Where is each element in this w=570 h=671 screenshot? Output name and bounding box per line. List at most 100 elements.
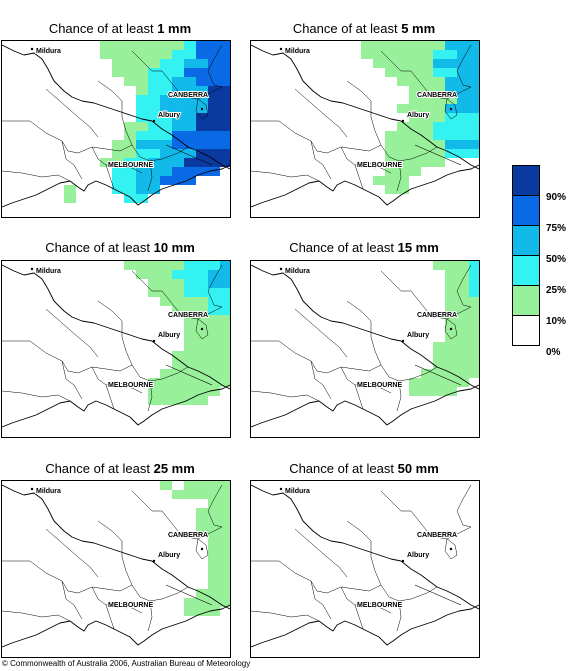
probability-cell — [433, 342, 445, 351]
probability-cell — [208, 580, 220, 589]
probability-cell — [220, 499, 230, 508]
probability-cell — [220, 517, 230, 526]
probability-cell — [136, 113, 148, 122]
probability-cell — [220, 297, 230, 306]
probability-cell — [385, 140, 397, 149]
probability-cell — [196, 288, 208, 297]
probability-cell — [409, 68, 421, 77]
probability-cell — [172, 270, 184, 279]
probability-cell — [469, 342, 479, 351]
probability-cell — [172, 77, 184, 86]
canberra-marker — [449, 107, 453, 111]
probability-cell — [124, 158, 136, 167]
probability-cell — [196, 113, 208, 122]
probability-cell — [208, 279, 220, 288]
probability-cell — [220, 122, 230, 131]
probability-cell — [421, 369, 433, 378]
probability-cell — [220, 140, 230, 149]
probability-cell — [184, 324, 196, 333]
probability-cell — [184, 333, 196, 342]
probability-cell — [136, 167, 148, 176]
probability-cell — [220, 315, 230, 324]
probability-cell — [421, 140, 433, 149]
probability-cell — [385, 131, 397, 140]
probability-cell — [148, 59, 160, 68]
probability-cell — [148, 95, 160, 104]
probability-cell — [208, 104, 220, 113]
probability-cell — [112, 41, 124, 50]
probability-cell — [208, 607, 220, 616]
panel-title-10mm: Chance of at least 10 mm — [45, 240, 195, 255]
probability-cell — [148, 396, 160, 405]
probability-cell — [421, 122, 433, 131]
probability-cell — [208, 297, 220, 306]
probability-cell — [220, 68, 230, 77]
probability-cell — [184, 176, 196, 185]
gippsland-boundary — [414, 584, 462, 606]
probability-cell — [469, 333, 479, 342]
probability-cell — [409, 158, 421, 167]
probability-cell — [409, 50, 421, 59]
probability-cell — [220, 324, 230, 333]
probability-cell — [148, 140, 160, 149]
district-boundary — [294, 88, 348, 138]
copyright-notice: © Commonwealth of Australia 2006, Austra… — [2, 659, 251, 668]
probability-cell — [397, 122, 409, 131]
probability-cell — [208, 140, 220, 149]
probability-cell — [196, 598, 208, 607]
probability-cell — [433, 149, 445, 158]
mildura-label: Mildura — [36, 48, 61, 55]
probability-cell — [220, 59, 230, 68]
district-boundary — [207, 264, 223, 308]
mildura-label: Mildura — [285, 48, 310, 55]
probability-cell — [397, 176, 409, 185]
melbourne-marker — [373, 165, 377, 169]
probability-cell — [184, 598, 196, 607]
albury-marker — [152, 339, 156, 343]
district-boundary — [354, 384, 364, 410]
panel-title-1mm: Chance of at least 1 mm — [48, 21, 192, 36]
district-boundary — [147, 380, 153, 412]
gippsland-boundary — [165, 584, 213, 606]
probability-cell — [445, 342, 457, 351]
probability-cell — [445, 378, 457, 387]
district-boundary — [105, 604, 115, 630]
probability-cell — [469, 288, 479, 297]
district-boundary — [251, 610, 320, 622]
legend-swatch-25-50 — [512, 255, 540, 286]
district-boundary — [346, 520, 372, 557]
probability-cell — [208, 499, 220, 508]
probability-cell — [148, 149, 160, 158]
probability-cell — [457, 297, 469, 306]
district-boundary — [2, 340, 133, 374]
probability-cell — [421, 113, 433, 122]
probability-cell — [184, 59, 196, 68]
district-boundary — [354, 604, 364, 630]
probability-cell — [172, 297, 184, 306]
probability-cell — [124, 140, 136, 149]
probability-cell — [397, 104, 409, 113]
probability-cell — [445, 86, 457, 95]
probability-cell — [172, 158, 184, 167]
probability-cell — [220, 261, 230, 270]
district-boundary — [121, 336, 189, 382]
probability-cell — [124, 68, 136, 77]
probability-cell — [385, 185, 397, 194]
probability-cell — [160, 140, 172, 149]
probability-cell — [409, 387, 421, 396]
legend-label-25: 25% — [546, 285, 567, 296]
melbourne-label: MELBOURNE — [108, 602, 153, 609]
probability-cell — [172, 131, 184, 140]
probability-cell — [469, 297, 479, 306]
probability-cell — [445, 297, 457, 306]
probability-cell — [409, 77, 421, 86]
probability-cell — [196, 270, 208, 279]
probability-cell — [184, 490, 196, 499]
probability-cell — [421, 149, 433, 158]
probability-cell — [409, 131, 421, 140]
probability-cell — [148, 41, 160, 50]
probability-cell — [172, 360, 184, 369]
probability-cell — [457, 77, 469, 86]
probability-cell — [148, 131, 160, 140]
probability-cell — [433, 378, 445, 387]
